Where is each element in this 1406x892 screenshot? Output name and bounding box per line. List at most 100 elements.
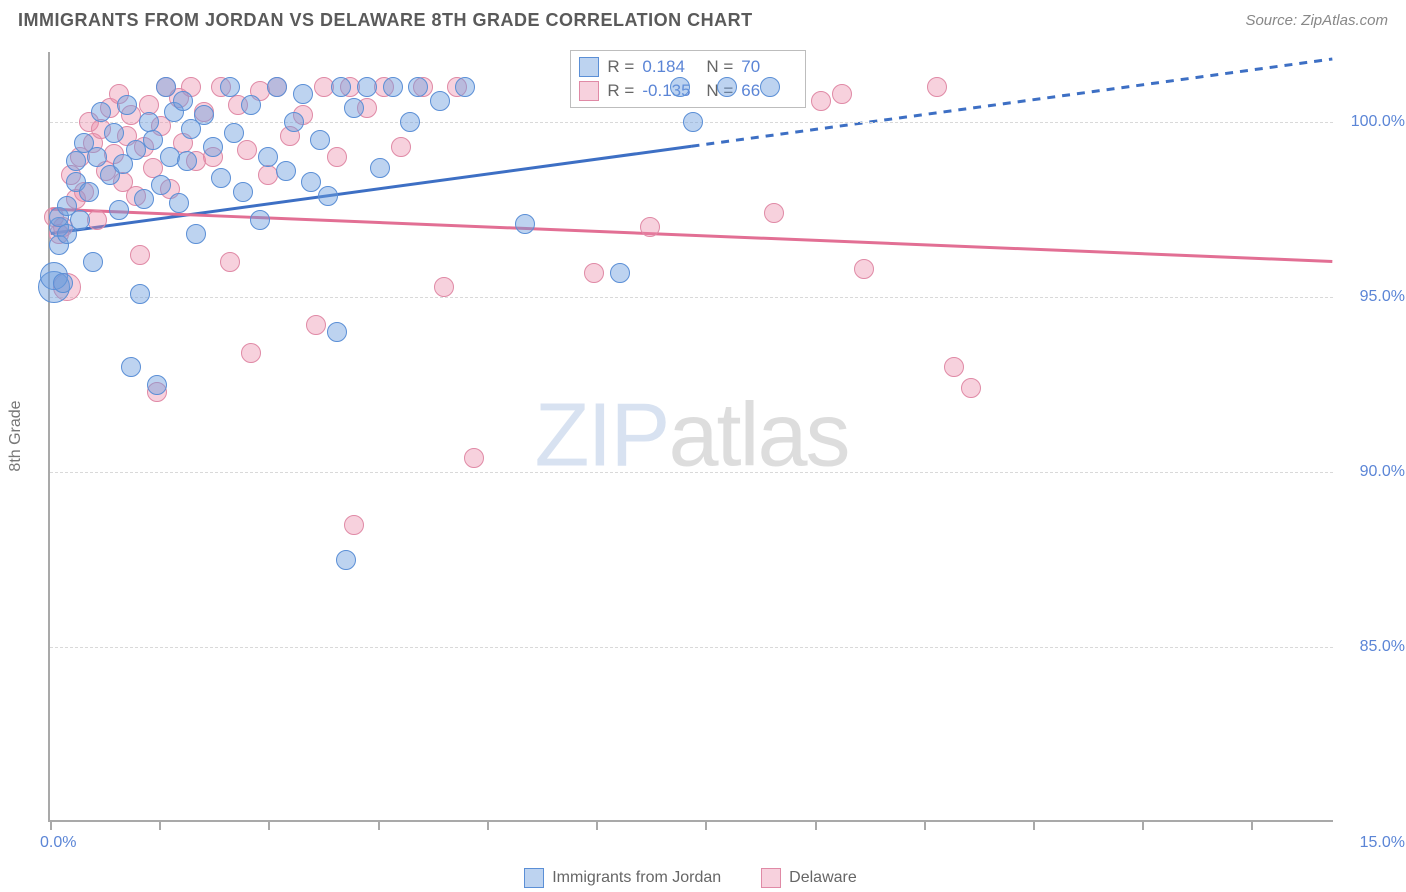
x-tick [596,820,598,830]
scatter-point [87,210,107,230]
scatter-point [408,77,428,97]
stats-legend-row: R =0.184N =70 [579,55,797,79]
x-axis-max-label: 15.0% [1345,834,1405,852]
legend-swatch [524,868,544,888]
scatter-point [224,123,244,143]
scatter-point [640,217,660,237]
scatter-point [927,77,947,97]
legend-label: Delaware [789,869,857,887]
scatter-point [241,95,261,115]
scatter-point [233,182,253,202]
legend-swatch [761,868,781,888]
legend-swatch [579,57,599,77]
x-tick [159,820,161,830]
x-axis-min-label: 0.0% [40,834,76,852]
scatter-point [134,189,154,209]
scatter-point [717,77,737,97]
scatter-point [336,550,356,570]
x-tick [378,820,380,830]
legend-swatch [579,81,599,101]
scatter-point [811,91,831,111]
scatter-point [961,378,981,398]
chart-title: IMMIGRANTS FROM JORDAN VS DELAWARE 8TH G… [18,10,753,31]
chart-header: IMMIGRANTS FROM JORDAN VS DELAWARE 8TH G… [0,0,1406,37]
x-tick [815,820,817,830]
scatter-point [331,77,351,97]
y-tick-label: 90.0% [1345,463,1405,481]
scatter-point [301,172,321,192]
scatter-point [344,98,364,118]
scatter-point [584,263,604,283]
source-attribution: Source: ZipAtlas.com [1245,12,1388,29]
scatter-point [104,123,124,143]
scatter-point [130,284,150,304]
scatter-point [258,147,278,167]
scatter-point [610,263,630,283]
y-tick-label: 95.0% [1345,288,1405,306]
gridline-h [50,297,1333,298]
scatter-point [156,77,176,97]
scatter-point [91,102,111,122]
scatter-point [53,273,73,293]
scatter-point [211,168,231,188]
scatter-point [117,95,137,115]
x-tick [705,820,707,830]
scatter-point [383,77,403,97]
scatter-point [683,112,703,132]
scatter-point [109,200,129,220]
scatter-point [357,77,377,97]
x-tick [268,820,270,830]
scatter-point [455,77,475,97]
stat-r-value: 0.184 [642,57,698,77]
scatter-point [66,151,86,171]
y-tick-label: 85.0% [1345,638,1405,656]
x-tick [1033,820,1035,830]
scatter-point [284,112,304,132]
scatter-point [327,322,347,342]
scatter-point [832,84,852,104]
scatter-point [370,158,390,178]
scatter-point [250,210,270,230]
scatter-point [203,137,223,157]
scatter-point [306,315,326,335]
scatter-point [169,193,189,213]
scatter-point [177,151,197,171]
scatter-point [173,91,193,111]
scatter-point [237,140,257,160]
scatter-point [267,77,287,97]
scatter-point [515,214,535,234]
bottom-legend: Immigrants from Jordan Delaware [48,868,1333,888]
scatter-point [220,252,240,272]
scatter-point [79,182,99,202]
x-tick [50,820,52,830]
gridline-h [50,472,1333,473]
x-tick [1251,820,1253,830]
scatter-point [318,186,338,206]
scatter-point [430,91,450,111]
scatter-point [220,77,240,97]
gridline-h [50,647,1333,648]
x-tick [924,820,926,830]
stat-r-label: R = [607,81,634,101]
scatter-point [83,252,103,272]
trendline-solid [51,209,1333,261]
scatter-point [241,343,261,363]
y-tick-label: 100.0% [1345,113,1405,131]
x-tick [487,820,489,830]
scatter-point [464,448,484,468]
x-tick [1142,820,1144,830]
scatter-point [854,259,874,279]
scatter-point [143,130,163,150]
scatter-point [764,203,784,223]
scatter-point [944,357,964,377]
trend-lines-layer [50,52,1333,820]
scatter-point [327,147,347,167]
scatter-point [121,357,141,377]
scatter-point [760,77,780,97]
scatter-point [310,130,330,150]
scatter-point [391,137,411,157]
bottom-legend-item: Immigrants from Jordan [524,868,721,888]
scatter-point [670,77,690,97]
legend-label: Immigrants from Jordan [552,869,721,887]
scatter-point [400,112,420,132]
